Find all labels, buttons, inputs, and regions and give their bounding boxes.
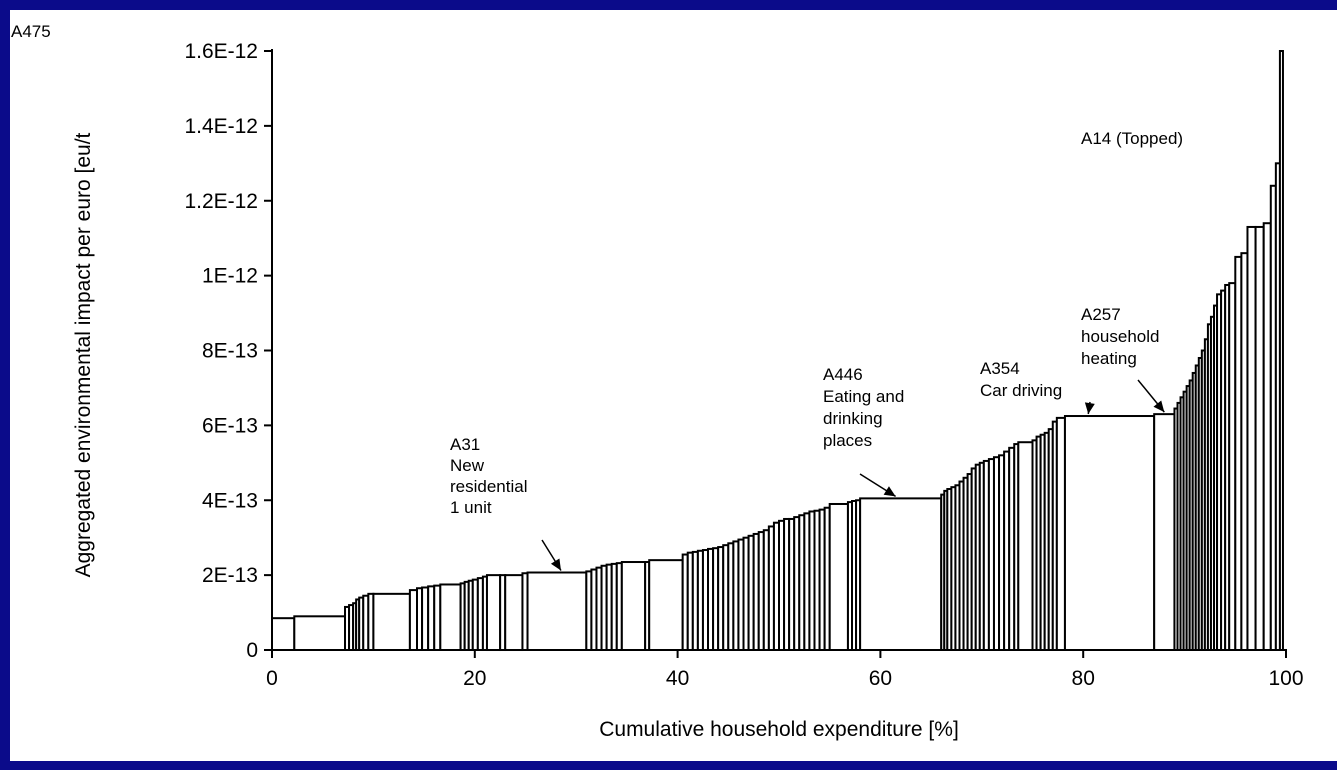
annotation-a31-arrow-head: [550, 558, 561, 571]
bar-125: [1278, 50, 1284, 651]
y-tick-label-6: 1.2E-12: [184, 190, 258, 213]
bar-23: [485, 574, 502, 652]
bar-10: [372, 592, 411, 652]
bar-35: [620, 561, 647, 652]
bar-11: [408, 589, 418, 651]
annotation-a31-line-2: New: [450, 456, 485, 475]
annotation-a446-line-1: A446: [823, 365, 863, 384]
x-tick-label-2: 40: [666, 667, 689, 690]
annotation-a446-arrow-head: [883, 486, 896, 497]
annotation-a257-line-3: heating: [1081, 349, 1137, 368]
y-tick-label-0: 0: [246, 639, 258, 662]
y-tick-label-7: 1.4E-12: [184, 115, 258, 138]
annotation-a354-line-1: A354: [980, 359, 1020, 378]
bar-97: [1055, 416, 1066, 652]
bar-25: [504, 574, 524, 652]
x-tick-label-5: 100: [1268, 667, 1303, 690]
annotation-a446-line-3: drinking: [823, 409, 883, 428]
bar-37: [648, 559, 684, 652]
annotations-group: A31 New residential 1 unit A446 Eating and dri…: [450, 129, 1183, 571]
bar-121: [1254, 225, 1265, 652]
annotation-a354-line-2: Car driving: [980, 381, 1062, 400]
annotation-a446: A446 Eating and drinking places: [823, 365, 904, 450]
y-tick-label-1: 2E-13: [202, 564, 258, 587]
x-tick-label-4: 80: [1072, 667, 1095, 690]
y-tick-label-5: 1E-12: [202, 265, 258, 288]
annotation-a14: A14 (Topped): [1081, 129, 1183, 148]
x-tick-label-1: 20: [463, 667, 486, 690]
annotation-a446-line-2: Eating and: [823, 387, 904, 406]
bar-71: [859, 497, 943, 651]
bar-1: [271, 617, 296, 651]
bar-122: [1262, 222, 1272, 652]
x-tick-label-0: 0: [266, 667, 278, 690]
bar-99: [1153, 413, 1176, 652]
bar-67: [828, 502, 849, 651]
bar-90: [1017, 441, 1034, 651]
annotation-a14-line-1: A14 (Topped): [1081, 129, 1183, 148]
corner-label: A475: [11, 22, 51, 41]
bar-27: [526, 571, 588, 651]
x-axis-title: Cumulative household expenditure [%]: [599, 718, 959, 741]
annotation-a31: A31 New residential 1 unit: [450, 435, 528, 517]
bar-98: [1063, 415, 1156, 651]
annotation-a31-line-1: A31: [450, 435, 480, 454]
chart-panel: A475 Aggregated environmental impact per…: [10, 10, 1337, 761]
annotation-a446-line-4: places: [823, 431, 872, 450]
bars-group: [271, 50, 1284, 652]
bar-16: [439, 583, 462, 651]
annotation-a257-arrow-head: [1153, 400, 1165, 413]
y-tick-label-2: 4E-13: [202, 489, 258, 512]
y-axis-title: Aggregated environmental impact per euro…: [72, 132, 95, 577]
y-tick-label-3: 6E-13: [202, 414, 258, 437]
x-tick-label-3: 60: [869, 667, 892, 690]
bar-120: [1246, 225, 1257, 652]
annotation-a257: A257 household heating: [1081, 305, 1159, 368]
y-tick-label-4: 8E-13: [202, 340, 258, 363]
bar-2: [293, 615, 347, 651]
annotation-a354: A354 Car driving: [980, 359, 1062, 400]
annotation-a257-line-2: household: [1081, 327, 1159, 346]
annotation-a257-line-1: A257: [1081, 305, 1121, 324]
step-chart: A475 Aggregated environmental impact per…: [11, 22, 1304, 741]
y-tick-label-8: 1.6E-12: [184, 40, 258, 63]
annotation-a31-line-4: 1 unit: [450, 498, 492, 517]
annotation-a354-arrow-head: [1084, 402, 1095, 415]
annotation-a31-line-3: residential: [450, 477, 528, 496]
ticks-group: 0 2E-13 4E-13 6E-13 8E-13 1E-12 1.2E-12 1.4E-12…: [184, 40, 1303, 690]
